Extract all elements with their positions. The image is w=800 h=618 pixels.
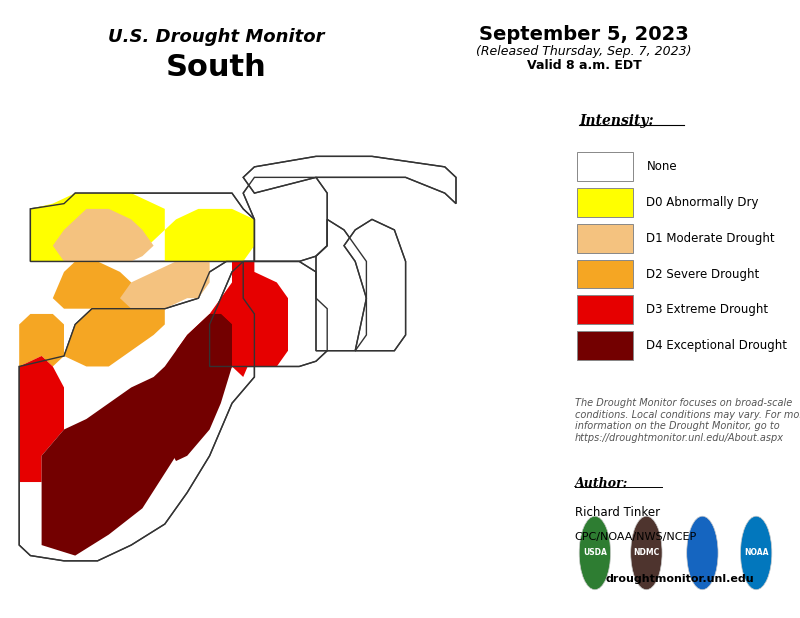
- Text: The Drought Monitor focuses on broad-scale
conditions. Local conditions may vary: The Drought Monitor focuses on broad-sca…: [574, 398, 800, 442]
- Text: USDA: USDA: [583, 548, 607, 557]
- Polygon shape: [64, 308, 165, 366]
- Text: CPC/NOAA/NWS/NCEP: CPC/NOAA/NWS/NCEP: [574, 532, 697, 542]
- Polygon shape: [165, 314, 232, 461]
- Polygon shape: [210, 261, 327, 366]
- Text: U.S. Drought Monitor: U.S. Drought Monitor: [108, 28, 324, 46]
- Polygon shape: [30, 193, 254, 261]
- Text: Richard Tinker: Richard Tinker: [574, 506, 660, 519]
- Polygon shape: [232, 272, 288, 366]
- Text: Valid 8 a.m. EDT: Valid 8 a.m. EDT: [526, 59, 642, 72]
- Text: September 5, 2023: September 5, 2023: [479, 25, 689, 44]
- Polygon shape: [120, 261, 210, 308]
- Polygon shape: [165, 261, 254, 377]
- Polygon shape: [53, 209, 154, 261]
- Text: D0 Abnormally Dry: D0 Abnormally Dry: [646, 196, 759, 209]
- Bar: [577, 224, 633, 253]
- Polygon shape: [19, 356, 64, 482]
- Text: D4 Exceptional Drought: D4 Exceptional Drought: [646, 339, 787, 352]
- Polygon shape: [344, 219, 406, 350]
- Polygon shape: [165, 209, 254, 261]
- Bar: [577, 295, 633, 324]
- Circle shape: [741, 516, 772, 590]
- Text: (Released Thursday, Sep. 7, 2023): (Released Thursday, Sep. 7, 2023): [476, 45, 692, 58]
- Text: D2 Severe Drought: D2 Severe Drought: [646, 268, 760, 281]
- Polygon shape: [243, 177, 327, 261]
- Text: D3 Extreme Drought: D3 Extreme Drought: [646, 303, 769, 316]
- Text: Intensity:: Intensity:: [579, 114, 654, 128]
- Bar: [577, 188, 633, 217]
- Text: D1 Moderate Drought: D1 Moderate Drought: [646, 232, 775, 245]
- Bar: [577, 260, 633, 289]
- Circle shape: [686, 516, 718, 590]
- Circle shape: [579, 516, 610, 590]
- Text: South: South: [166, 53, 266, 82]
- Circle shape: [630, 516, 662, 590]
- Text: NDMC: NDMC: [634, 548, 659, 557]
- Text: Author:: Author:: [574, 477, 628, 490]
- Polygon shape: [243, 156, 456, 203]
- Polygon shape: [19, 261, 254, 561]
- Polygon shape: [30, 193, 165, 261]
- Text: droughtmonitor.unl.edu: droughtmonitor.unl.edu: [606, 575, 754, 585]
- Polygon shape: [42, 314, 232, 556]
- Polygon shape: [19, 314, 64, 366]
- Bar: [577, 153, 633, 181]
- Polygon shape: [316, 219, 366, 350]
- Polygon shape: [53, 261, 131, 308]
- Bar: [577, 331, 633, 360]
- Text: None: None: [646, 160, 677, 174]
- Text: NOAA: NOAA: [744, 548, 769, 557]
